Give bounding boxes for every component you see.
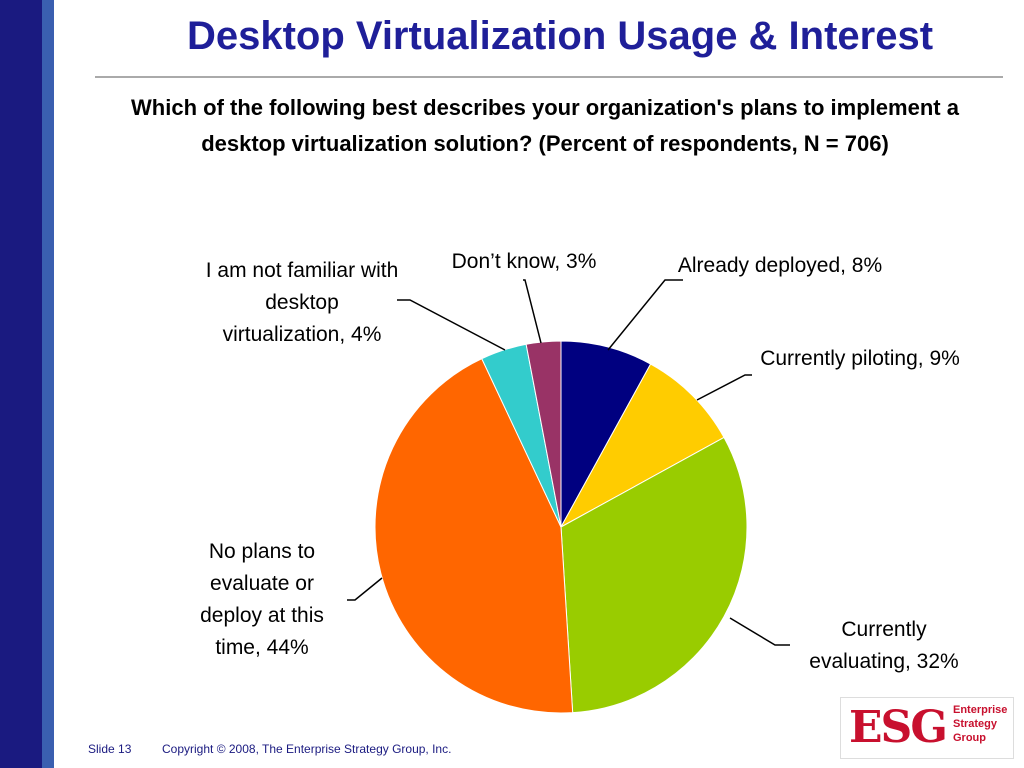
side-bar bbox=[42, 0, 54, 768]
data-label: No plans to evaluate or deploy at this t… bbox=[200, 540, 324, 659]
leader-line bbox=[397, 299, 506, 351]
logo-text: Group bbox=[953, 732, 986, 744]
pie-slice bbox=[560, 340, 652, 528]
chart-title: Which of the following best describes yo… bbox=[131, 95, 959, 156]
slide-number: Slide 13 bbox=[88, 742, 132, 756]
title-rule bbox=[95, 76, 1003, 78]
copyright: Copyright © 2008, The Enterprise Strateg… bbox=[162, 742, 452, 756]
pie-slice bbox=[525, 340, 562, 528]
slide-title: Desktop Virtualization Usage & Interest bbox=[186, 14, 934, 58]
logo: ESG Enterprise Strategy Group bbox=[840, 697, 1014, 759]
logo-text: Strategy bbox=[953, 718, 998, 730]
leader-line bbox=[347, 577, 383, 601]
logo-mark: ESG bbox=[849, 702, 948, 753]
pie-slice bbox=[560, 436, 748, 714]
leader-line bbox=[729, 617, 790, 646]
leader-line bbox=[696, 374, 752, 401]
side-bar bbox=[0, 0, 42, 768]
data-label: I am not familiar with desktop virtualiz… bbox=[205, 259, 399, 346]
data-label: Currently evaluating, 32% bbox=[809, 618, 959, 673]
data-label: Currently piloting, 9% bbox=[760, 347, 960, 370]
data-label: Don’t know, 3% bbox=[451, 250, 597, 273]
data-label: Already deployed, 8% bbox=[677, 254, 883, 277]
leader-line bbox=[607, 279, 683, 351]
pie-slice bbox=[559, 363, 725, 529]
leader-line bbox=[523, 279, 542, 344]
logo-text: Enterprise bbox=[953, 704, 1008, 716]
